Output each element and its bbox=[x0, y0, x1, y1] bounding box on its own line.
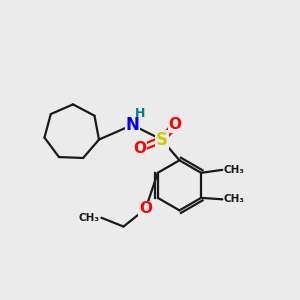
Text: S: S bbox=[156, 131, 168, 149]
Text: O: O bbox=[133, 141, 146, 156]
Text: H: H bbox=[134, 107, 145, 120]
Text: CH₃: CH₃ bbox=[78, 213, 99, 223]
Text: O: O bbox=[139, 201, 152, 216]
Text: N: N bbox=[125, 116, 139, 134]
Text: CH₃: CH₃ bbox=[224, 165, 245, 175]
Text: CH₃: CH₃ bbox=[224, 194, 245, 204]
Text: O: O bbox=[169, 118, 182, 133]
